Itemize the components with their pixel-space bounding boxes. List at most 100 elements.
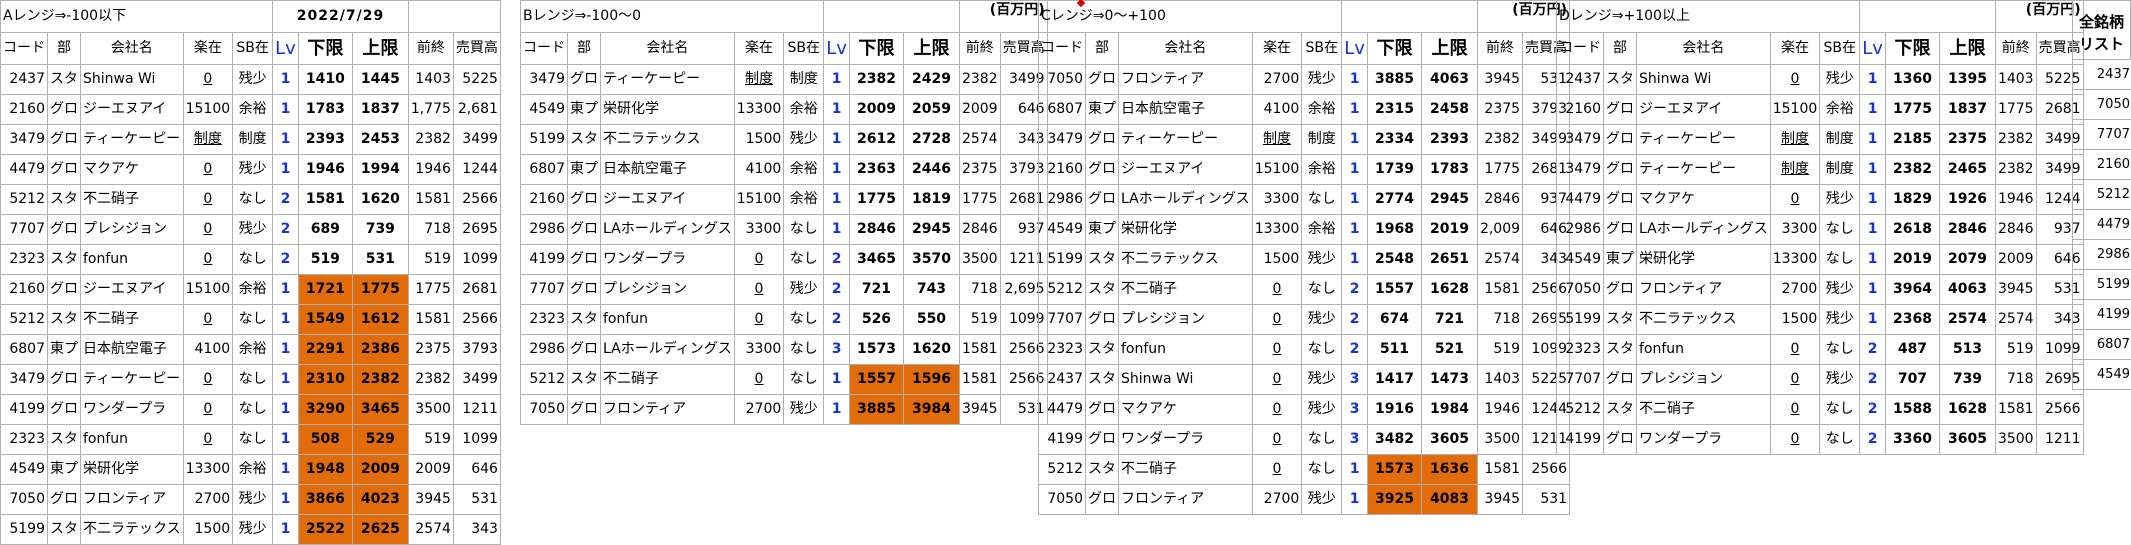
cell-lower[interactable]: 1549 (297, 304, 353, 335)
cell-section[interactable]: グロ (47, 124, 81, 155)
cell-sb[interactable]: なし (783, 304, 825, 335)
empty-cell[interactable] (1341, 0, 1478, 33)
cell-lower[interactable]: 2363 (848, 154, 904, 185)
cell-company[interactable]: 不二硝子 (80, 184, 184, 215)
cell-sales[interactable]: 1099 (2035, 334, 2084, 365)
cell-company[interactable]: ワンダープラ (1118, 424, 1253, 455)
cell-upper[interactable]: 4083 (1420, 484, 1478, 515)
all-stocks-code[interactable]: 4479 (2072, 210, 2131, 240)
cell-section[interactable]: 東プ (567, 154, 601, 185)
cell-company[interactable]: ワンダープラ (80, 394, 184, 425)
cell-lv[interactable]: 2 (1859, 334, 1886, 365)
cell-prev-close[interactable]: 3500 (407, 394, 454, 425)
cell-code[interactable]: 2986 (1556, 214, 1604, 245)
cell-prev-close[interactable]: 2846 (1994, 214, 2037, 245)
cell-prev-close[interactable]: 3500 (1994, 424, 2037, 455)
all-stocks-code[interactable]: 5199 (2072, 270, 2131, 300)
cell-prev-close[interactable]: 519 (1994, 334, 2037, 365)
cell-upper[interactable]: 1612 (351, 304, 409, 335)
cell-upper[interactable]: 721 (1420, 304, 1478, 335)
cell-prev-close[interactable]: 2009 (958, 94, 1001, 125)
cell-lower[interactable]: 508 (297, 424, 353, 455)
cell-rakuten[interactable]: 3300 (1769, 214, 1821, 245)
cell-upper[interactable]: 3605 (1420, 424, 1478, 455)
header-sales[interactable]: 売買高 (2035, 32, 2084, 65)
cell-upper[interactable]: 1837 (351, 94, 409, 125)
empty-cell[interactable] (1859, 0, 1996, 33)
cell-lower[interactable]: 3290 (297, 394, 353, 425)
cell-lower[interactable]: 1739 (1366, 154, 1422, 185)
cell-lower[interactable]: 3465 (848, 244, 904, 275)
header-code[interactable]: コード (1556, 32, 1604, 65)
cell-lv[interactable]: 1 (823, 124, 850, 155)
cell-section[interactable]: スタ (47, 304, 81, 335)
cell-lower[interactable]: 3885 (848, 394, 904, 425)
cell-section[interactable]: グロ (1603, 364, 1637, 395)
header-lv[interactable]: Lv (1341, 32, 1368, 65)
cell-sb[interactable]: 余裕 (783, 184, 825, 215)
cell-upper[interactable]: 1620 (902, 334, 960, 365)
cell-sb[interactable]: 余裕 (232, 334, 274, 365)
cell-lv[interactable]: 2 (1859, 424, 1886, 455)
cell-lower[interactable]: 2774 (1366, 184, 1422, 215)
cell-prev-close[interactable]: 1403 (407, 64, 454, 95)
cell-lv[interactable]: 1 (272, 94, 299, 125)
cell-section[interactable]: グロ (1085, 64, 1119, 95)
cell-section[interactable]: スタ (1603, 394, 1637, 425)
report-date[interactable]: 2022/7/29 (272, 0, 409, 33)
cell-sales[interactable]: 3793 (452, 334, 501, 365)
cell-sales[interactable]: 1211 (452, 394, 501, 425)
cell-company[interactable]: 不二ラテックス (1118, 244, 1253, 275)
cell-prev-close[interactable]: 1946 (1994, 184, 2037, 215)
cell-lv[interactable]: 1 (272, 394, 299, 425)
cell-lower[interactable]: 1360 (1884, 64, 1940, 95)
header-sb[interactable]: SB在 (232, 32, 274, 65)
cell-upper[interactable]: 739 (1938, 364, 1996, 395)
cell-prev-close[interactable]: 1775 (1994, 94, 2037, 125)
cell-upper[interactable]: 1994 (351, 154, 409, 185)
cell-company[interactable]: ティーケーピー (80, 364, 184, 395)
cell-upper[interactable]: 2429 (902, 64, 960, 95)
cell-rakuten[interactable]: 15100 (182, 274, 234, 305)
cell-code[interactable]: 2323 (520, 304, 568, 335)
cell-code[interactable]: 2323 (1556, 334, 1604, 365)
cell-sales[interactable]: 3499 (452, 364, 501, 395)
cell-section[interactable]: グロ (567, 214, 601, 245)
cell-prev-close[interactable]: 1,775 (407, 94, 454, 125)
cell-section[interactable]: スタ (47, 64, 81, 95)
cell-rakuten[interactable]: 0 (1769, 394, 1821, 425)
cell-sb[interactable]: 余裕 (232, 454, 274, 485)
cell-company[interactable]: マクアケ (1118, 394, 1253, 425)
cell-company[interactable]: プレシジョン (1636, 364, 1771, 395)
cell-sb[interactable]: 余裕 (232, 94, 274, 125)
cell-lv[interactable]: 1 (823, 364, 850, 395)
cell-prev-close[interactable]: 718 (407, 214, 454, 245)
cell-prev-close[interactable]: 2574 (1476, 244, 1524, 275)
cell-sb[interactable]: 残少 (1301, 364, 1343, 395)
cell-lower[interactable]: 1417 (1366, 364, 1422, 395)
all-stocks-code[interactable]: 7707 (2072, 120, 2131, 150)
cell-upper[interactable]: 743 (902, 274, 960, 305)
cell-lower[interactable]: 1775 (848, 184, 904, 215)
cell-lv[interactable]: 1 (272, 334, 299, 365)
cell-rakuten[interactable]: 0 (1251, 394, 1303, 425)
cell-company[interactable]: fonfun (1118, 334, 1253, 365)
cell-code[interactable]: 4479 (1038, 394, 1086, 425)
cell-upper[interactable]: 2019 (1420, 214, 1478, 245)
header-company[interactable]: 会社名 (1636, 32, 1771, 65)
cell-code[interactable]: 2160 (1038, 154, 1086, 185)
cell-prev-close[interactable]: 718 (1476, 304, 1524, 335)
cell-rakuten[interactable]: 0 (1251, 424, 1303, 455)
cell-company[interactable]: 不二硝子 (1118, 454, 1253, 485)
cell-section[interactable]: グロ (1085, 124, 1119, 155)
cell-lv[interactable]: 1 (1859, 214, 1886, 245)
cell-code[interactable]: 2437 (0, 64, 48, 95)
cell-section[interactable]: グロ (567, 64, 601, 95)
cell-company[interactable]: ワンダープラ (600, 244, 735, 275)
cell-upper[interactable]: 1620 (351, 184, 409, 215)
cell-company[interactable]: ジーエヌアイ (80, 274, 184, 305)
cell-lv[interactable]: 3 (823, 334, 850, 365)
cell-lv[interactable]: 1 (1859, 244, 1886, 275)
cell-lv[interactable]: 1 (823, 154, 850, 185)
all-stocks-code[interactable]: 2160 (2072, 150, 2131, 180)
